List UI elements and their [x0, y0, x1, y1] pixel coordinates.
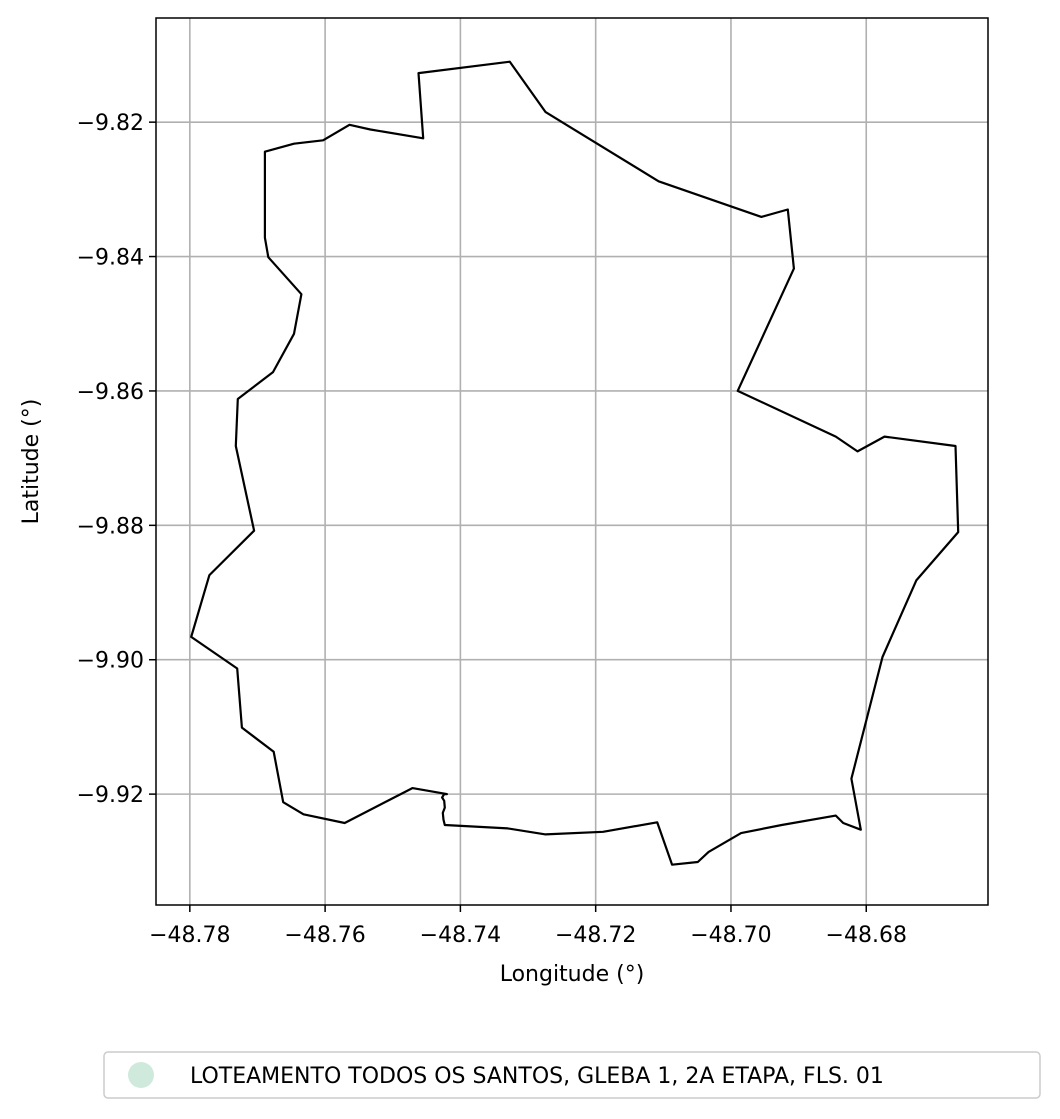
- y-tick-label: −9.84: [77, 246, 144, 271]
- y-tick-label: −9.82: [77, 111, 144, 136]
- y-axis-label: Latitude (°): [19, 399, 44, 525]
- x-tick-label: −48.76: [284, 923, 365, 948]
- y-tick-label: −9.90: [77, 649, 144, 674]
- y-tick-label: −9.86: [77, 380, 144, 405]
- y-tick-label: −9.92: [77, 783, 144, 808]
- legend-marker: [128, 1062, 154, 1088]
- x-tick-label: −48.70: [690, 923, 771, 948]
- x-tick-label: −48.78: [149, 923, 230, 948]
- x-tick-label: −48.74: [420, 923, 501, 948]
- y-tick-label: −9.88: [77, 514, 144, 539]
- x-tick-label: −48.72: [555, 923, 636, 948]
- legend-label: LOTEAMENTO TODOS OS SANTOS, GLEBA 1, 2A …: [190, 1064, 884, 1089]
- x-axis-label: Longitude (°): [500, 962, 645, 987]
- x-tick-label: −48.68: [826, 923, 907, 948]
- legend: LOTEAMENTO TODOS OS SANTOS, GLEBA 1, 2A …: [104, 1052, 1040, 1098]
